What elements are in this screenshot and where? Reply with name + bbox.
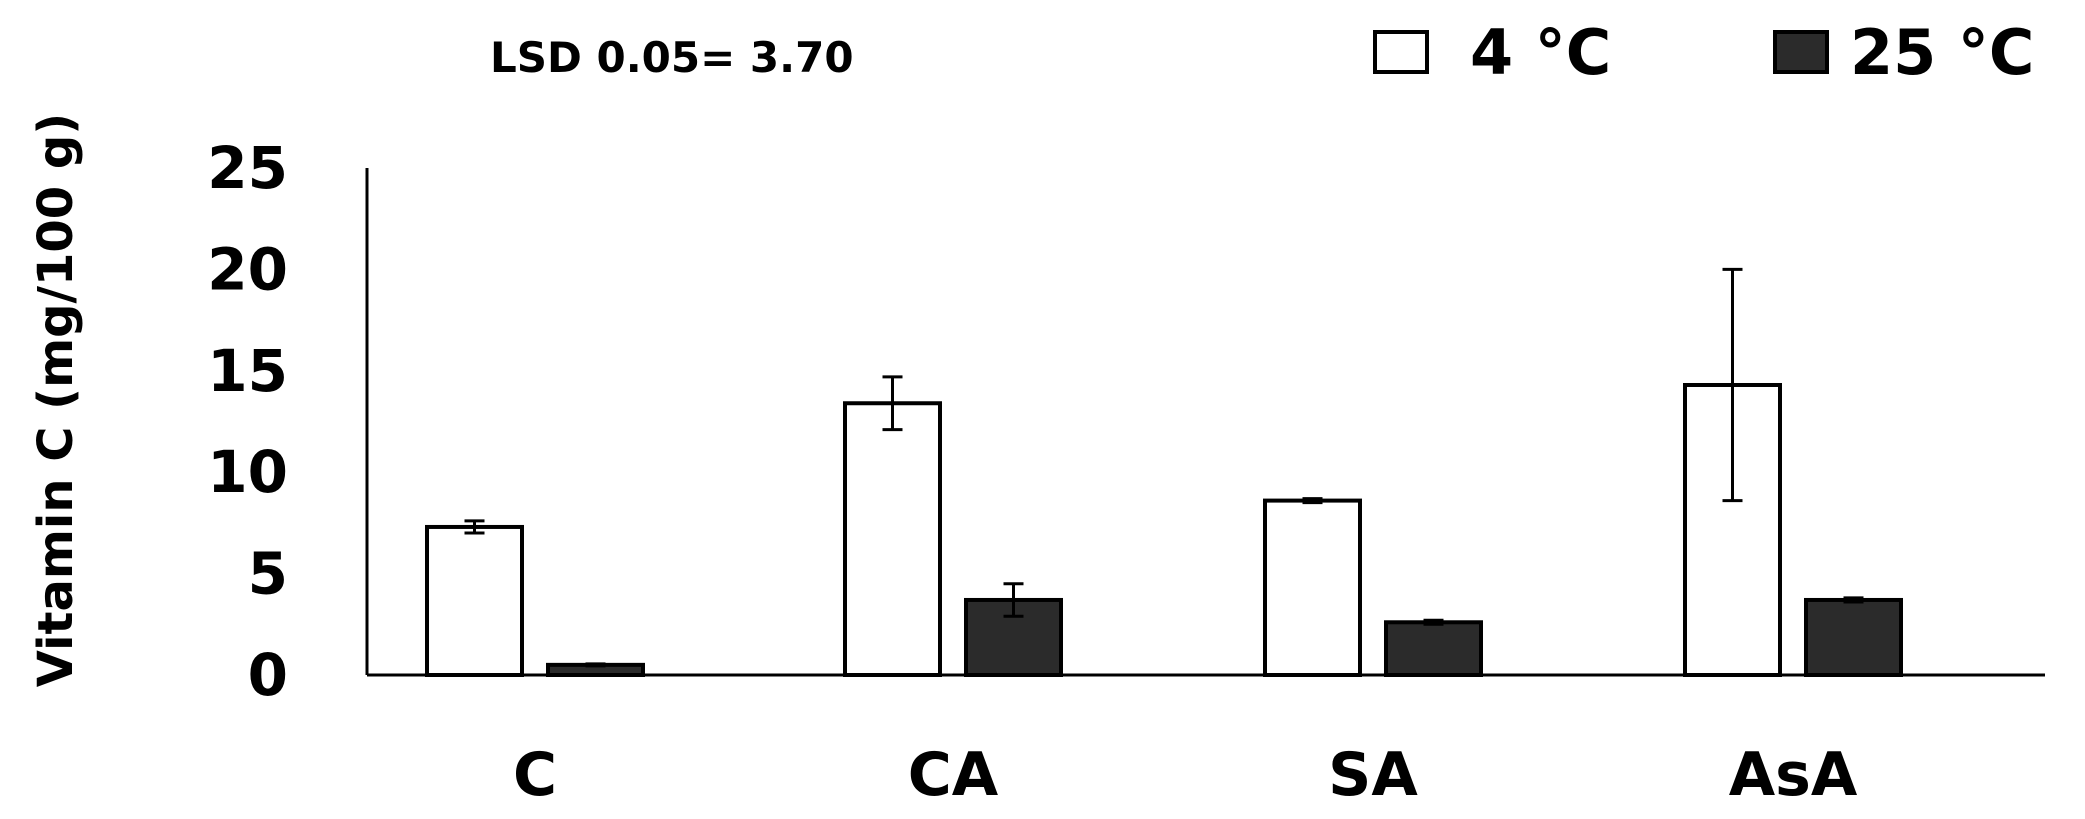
error-bars [464, 267, 1864, 668]
error-bar-sa-25c [1423, 618, 1444, 626]
y-axis-ticks: 0 5 10 15 20 25 [207, 134, 288, 709]
bar-sa-4c [1263, 498, 1362, 678]
lsd-annotation: LSD 0.05= 3.70 [490, 33, 854, 82]
legend-swatch-25c [1773, 30, 1829, 74]
legend-swatch-4c [1373, 30, 1429, 74]
error-bar-ca-4c [882, 375, 903, 432]
x-tick-label: CA [908, 740, 999, 810]
bar-ca-4c [843, 401, 942, 677]
y-tick-label: 0 [248, 641, 288, 709]
x-tick-label: SA [1328, 740, 1418, 810]
y-tick-label: 25 [207, 134, 288, 202]
y-tick-label: 20 [207, 235, 288, 303]
x-axis-labels: C CA SA AsA [513, 740, 1858, 810]
y-tick-label: 15 [207, 337, 288, 405]
bars [425, 382, 1903, 678]
legend: 4 °C 25 °C [1373, 16, 2034, 89]
y-axis-label: Vitamin C (mg/100 g) [28, 113, 84, 687]
x-tick-label: AsA [1729, 740, 1858, 810]
x-tick-label: C [513, 740, 557, 810]
error-bar-c-25c [585, 662, 606, 668]
y-tick-label: 5 [248, 540, 288, 608]
bar-c-4c [425, 524, 524, 677]
error-bar-sa-4c [1302, 497, 1323, 505]
error-bar-asa-25c [1843, 596, 1864, 604]
error-bar-asa-4c [1722, 267, 1743, 503]
legend-label-4c: 4 °C [1470, 16, 1611, 89]
bar-sa-25c [1384, 620, 1483, 677]
y-tick-label: 10 [207, 438, 288, 506]
error-bar-c-4c [464, 519, 485, 535]
bar-asa-25c [1804, 597, 1903, 677]
error-bar-ca-25c [1003, 582, 1024, 618]
legend-label-25c: 25 °C [1850, 16, 2034, 89]
